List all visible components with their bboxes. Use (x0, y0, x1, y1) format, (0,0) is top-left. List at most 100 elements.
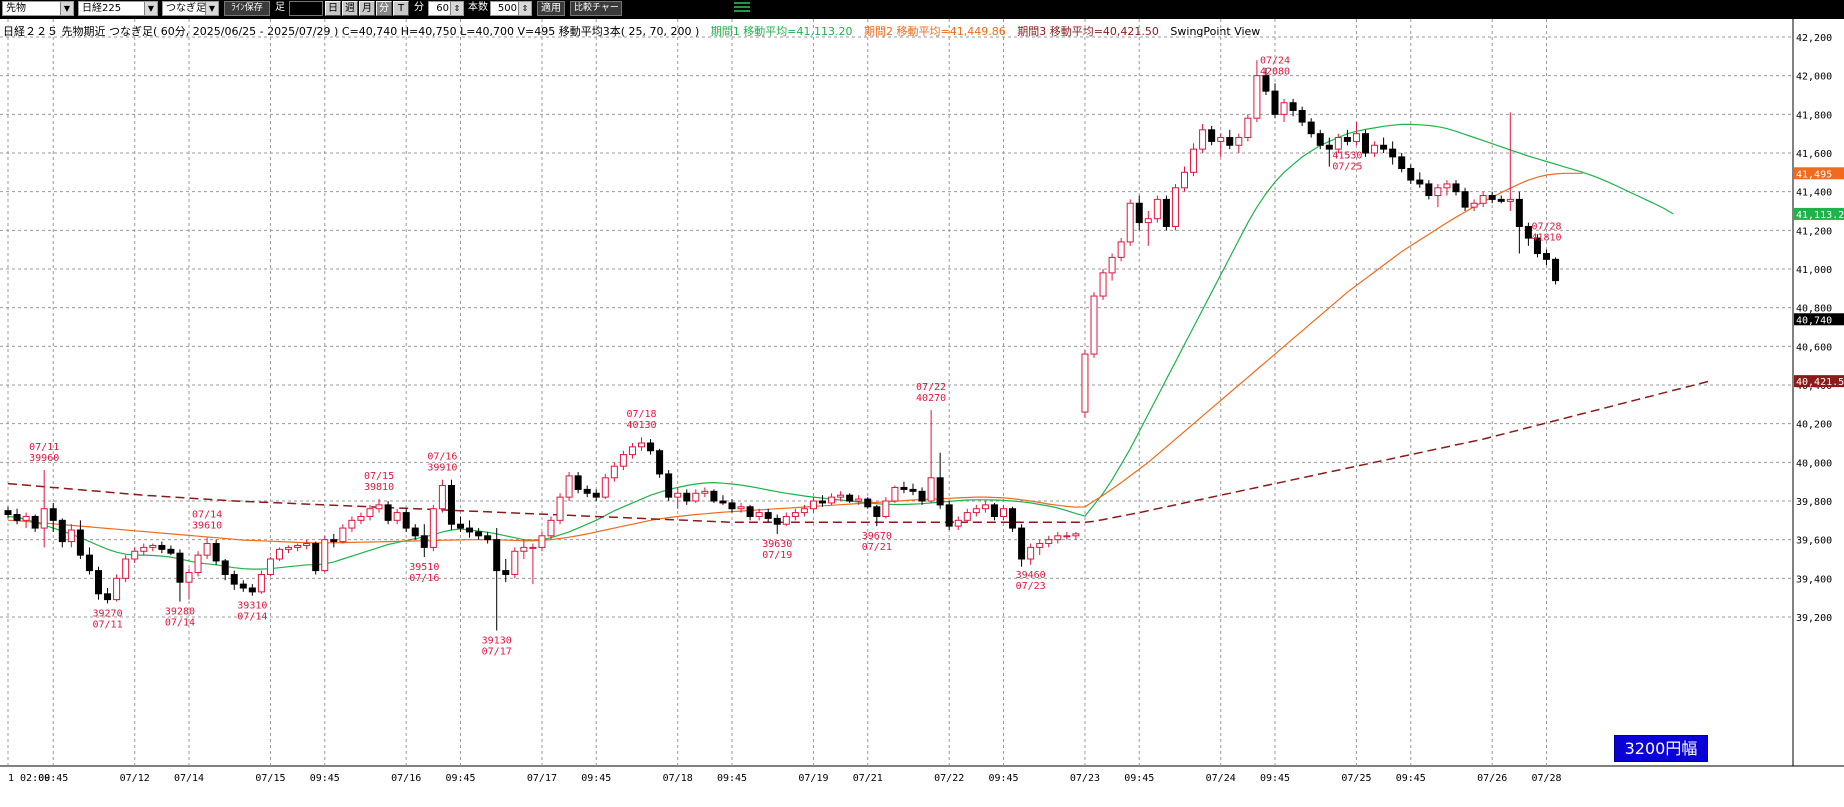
candle-up (511, 550, 519, 575)
candle-up (1000, 508, 1007, 517)
swing-label-price: 40270 (916, 393, 946, 404)
candle-down (900, 486, 908, 490)
price-tag (1794, 313, 1844, 326)
candle-down (502, 570, 510, 575)
y-tick-label: 40,200 (1796, 420, 1832, 431)
candle-up (556, 496, 564, 521)
period-blank-button[interactable] (289, 1, 323, 16)
candle-up (855, 498, 863, 502)
y-tick-label: 39,400 (1796, 574, 1832, 585)
swing-label-price: 07/14 (165, 618, 195, 629)
candle-down (493, 539, 501, 572)
swing-label-date: 39460 (1016, 570, 1046, 581)
candle-up (547, 519, 555, 537)
candle-up (1371, 144, 1379, 154)
candle-down (1380, 144, 1388, 150)
candle-up (393, 512, 401, 521)
swing-label-date: 07/14 (192, 510, 222, 521)
y-tick-label: 39,200 (1796, 613, 1832, 624)
candle-up (1126, 202, 1134, 243)
candle-down (1398, 156, 1406, 169)
price-tag-label: 40,421.5 (1796, 377, 1844, 388)
candle-down (1543, 253, 1550, 260)
candle-down (447, 485, 455, 525)
x-tick-label: 09:45 (1260, 773, 1290, 784)
candle-up (1027, 546, 1035, 560)
candle-up (303, 543, 311, 546)
swing-label-date: 39670 (862, 531, 892, 542)
x-tick-label: 1 02:00 (8, 773, 50, 784)
chart-info-line: 日経２２５ 先物期近 つなぎ足( 60分, 2025/06/25 - 2025/… (3, 23, 1260, 39)
swing-label-price: 07/11 (92, 619, 122, 630)
period-button-0[interactable]: 日 (325, 1, 341, 16)
candle-down (484, 535, 492, 541)
compare-chart-button[interactable]: 比較チャート (570, 1, 622, 16)
spin-icon[interactable]: ⇕ (518, 2, 531, 15)
apply-button[interactable]: 適用 (537, 1, 565, 16)
period-button-4[interactable]: T (393, 1, 409, 16)
price-tag (1794, 167, 1844, 180)
swing-label-price: 07/21 (862, 542, 892, 553)
candle-up (927, 477, 935, 502)
chart-type-select[interactable]: つなぎ足 ▼ (162, 1, 219, 16)
y-tick-label: 42,000 (1796, 72, 1832, 83)
candle-down (384, 504, 392, 521)
swing-label-price: 42080 (1260, 66, 1290, 77)
candle-down (411, 527, 419, 537)
period-button-1[interactable]: 週 (342, 1, 358, 16)
candle-up (1054, 535, 1062, 541)
period-button-3[interactable]: 分 (376, 1, 392, 16)
candle-up (1072, 533, 1080, 537)
candle-down (873, 506, 881, 517)
candle-up (375, 504, 383, 510)
candle-down (58, 519, 66, 543)
candle-down (158, 544, 166, 550)
swing-label-date: 07/18 (626, 409, 656, 420)
candlestick-chart[interactable]: 42,200 42,000 41,800 41,600 41,400 41,200 41,0… (0, 19, 1844, 807)
count-stepper[interactable]: 500 ⇕ (490, 1, 532, 16)
candle-up (438, 485, 446, 510)
candle-up (1217, 137, 1225, 142)
candle-up (185, 572, 193, 583)
candle-up (972, 508, 980, 514)
candle-down (1497, 198, 1505, 202)
candle-up (1506, 198, 1514, 202)
candle-down (1552, 258, 1560, 282)
candle-up (601, 477, 609, 498)
market-select[interactable]: 先物 ▼ (2, 1, 74, 16)
candle-up (628, 446, 636, 456)
x-tick-label: 09:45 (1396, 773, 1426, 784)
candle-up (194, 554, 202, 574)
period-button-2[interactable]: 月 (359, 1, 375, 16)
save-line-button[interactable]: ﾗｲﾝ保存 (224, 1, 270, 16)
x-tick-label: 07/22 (934, 773, 964, 784)
candle-down (1271, 90, 1279, 115)
candle-down (167, 548, 175, 554)
chart-area[interactable] (0, 19, 1844, 807)
spin-icon[interactable]: ⇕ (450, 2, 463, 15)
interval-label: 分 (414, 2, 424, 13)
candle-down (1515, 198, 1523, 227)
chevron-down-icon[interactable]: ▼ (205, 2, 218, 15)
candle-down (402, 512, 410, 529)
chevron-down-icon[interactable]: ▼ (144, 2, 157, 15)
interval-stepper[interactable]: 60 ⇕ (428, 1, 464, 16)
swing-label-date: 41530 (1332, 150, 1362, 161)
candle-up (1153, 198, 1161, 220)
x-tick-label: 09:45 (988, 773, 1018, 784)
swing-label-price: 39910 (427, 463, 457, 474)
candle-down (95, 570, 102, 595)
price-tag-label: 40,740 (1796, 315, 1832, 326)
candle-up (791, 512, 799, 517)
y-tick-label: 42,200 (1796, 33, 1832, 44)
chart-info-header: 日経２２５ 先物期近 つなぎ足( 60分, 2025/06/25 - 2025/… (3, 25, 700, 38)
chevron-down-icon[interactable]: ▼ (60, 2, 73, 15)
list-icon[interactable] (734, 2, 750, 16)
candle-up (692, 492, 700, 502)
price-tag (1794, 375, 1844, 388)
candle-up (828, 496, 836, 504)
symbol-select[interactable]: 日経225 ▼ (78, 1, 158, 16)
candle-up (149, 544, 157, 548)
swing-label-price: 39960 (29, 453, 59, 464)
y-tick-label: 40,600 (1796, 342, 1832, 353)
